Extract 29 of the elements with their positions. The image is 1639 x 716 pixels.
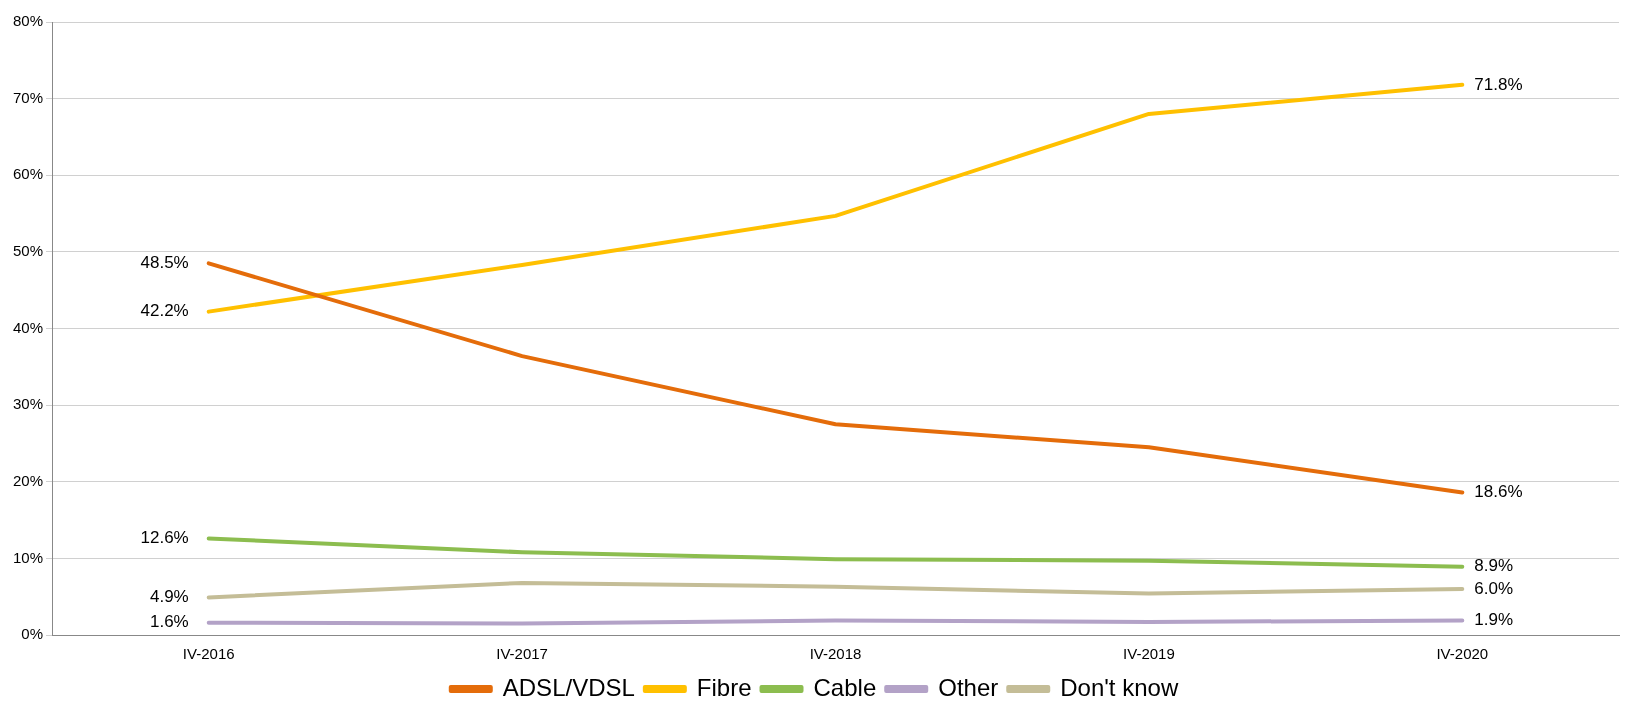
data-label: 42.2% <box>140 301 189 321</box>
data-label: 12.6% <box>140 528 189 548</box>
legend-label: Fibre <box>696 673 752 701</box>
y-tick-label: 30% <box>12 395 44 413</box>
y-tick-label: 80% <box>12 12 44 30</box>
x-tick-label: IV-2020 <box>1436 645 1489 663</box>
x-tick-label: IV-2016 <box>182 645 235 663</box>
data-label: 8.9% <box>1474 556 1514 576</box>
x-tick-label: IV-2019 <box>1123 645 1175 663</box>
data-label: 4.9% <box>149 587 189 607</box>
x-tick-label: IV-2018 <box>809 645 862 663</box>
legend-label: Other <box>938 673 999 701</box>
y-tick-label: 70% <box>12 88 44 106</box>
y-tick-label: 60% <box>12 165 44 183</box>
y-tick-label: 40% <box>12 318 44 336</box>
data-label: 71.8% <box>1474 74 1523 94</box>
legend-label: Cable <box>813 673 877 701</box>
legend-label: ADSL/VDSL <box>502 673 635 701</box>
legend-label: Don't know <box>1060 673 1179 701</box>
y-tick-label: 50% <box>12 242 44 260</box>
data-label: 6.0% <box>1474 578 1514 598</box>
y-tick-label: 10% <box>12 548 44 566</box>
data-label: 1.9% <box>1474 610 1514 630</box>
x-tick-label: IV-2017 <box>496 645 548 663</box>
data-label: 18.6% <box>1474 482 1523 502</box>
data-label: 48.5% <box>140 253 189 273</box>
y-tick-label: 0% <box>21 625 44 643</box>
y-tick-label: 20% <box>12 471 44 489</box>
data-label: 1.6% <box>149 612 189 632</box>
